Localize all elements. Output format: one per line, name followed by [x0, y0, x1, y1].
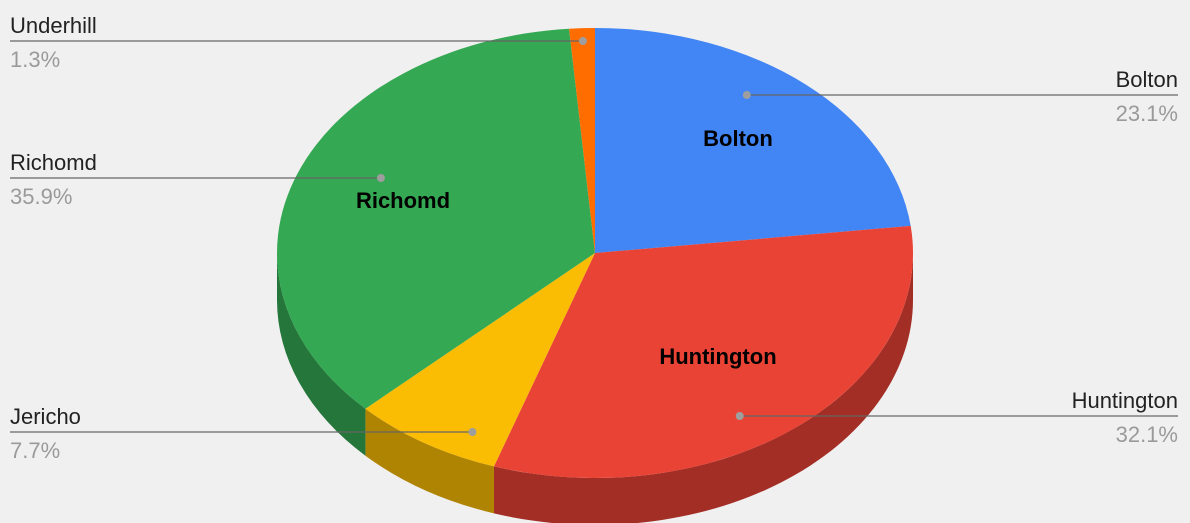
slice-inner-label-bolton: Bolton	[703, 126, 773, 151]
leader-dot-underhill	[578, 37, 587, 45]
slice-label-richomd: Richomd	[10, 150, 97, 175]
leader-dot-bolton	[742, 91, 751, 99]
pie-top-group	[277, 28, 913, 478]
pie-side-richomd	[277, 253, 366, 456]
leader-dot-jericho	[468, 428, 477, 436]
slice-label-underhill: Underhill	[10, 13, 97, 38]
pie-slice-richomd[interactable]	[277, 28, 595, 409]
inner-label-group: Bolton Huntington Richomd	[356, 126, 777, 369]
slice-percent-bolton: 23.1%	[1116, 101, 1178, 126]
slice-label-huntington: Huntington	[1072, 388, 1178, 413]
slice-percent-underhill: 1.3%	[10, 47, 60, 72]
slice-label-jericho: Jericho	[10, 404, 81, 429]
leader-dot-huntington	[735, 412, 744, 420]
slice-percent-huntington: 32.1%	[1116, 422, 1178, 447]
slice-inner-label-richomd: Richomd	[356, 188, 450, 213]
outer-label-group: Bolton 23.1% Huntington 32.1% Jericho 7.7% Ric…	[10, 13, 1178, 463]
slice-percent-richomd: 35.9%	[10, 184, 72, 209]
pie-slice-huntington[interactable]	[493, 225, 913, 478]
pie-side-jericho	[365, 408, 494, 514]
slice-label-bolton: Bolton	[1116, 67, 1178, 92]
pie-slice-underhill[interactable]	[569, 28, 595, 253]
pie-side-huntington	[493, 253, 913, 523]
pie-slice-jericho[interactable]	[365, 253, 595, 467]
leader-dot-richomd	[376, 174, 385, 182]
slice-inner-label-huntington: Huntington	[659, 344, 776, 369]
leader-line-group	[10, 37, 1178, 436]
pie-side-group	[277, 253, 913, 523]
pie-slice-bolton[interactable]	[595, 28, 911, 253]
slice-percent-jericho: 7.7%	[10, 438, 60, 463]
